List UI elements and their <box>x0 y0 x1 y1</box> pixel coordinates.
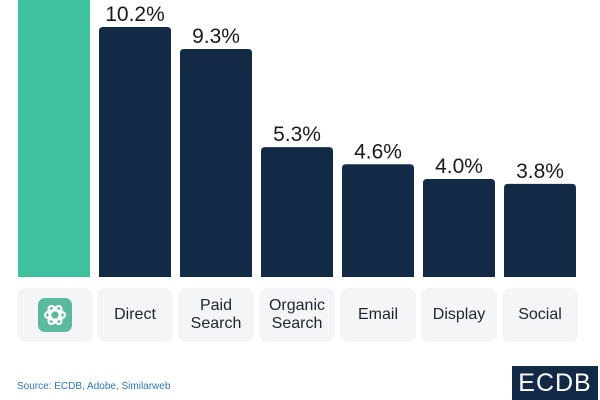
value-label-organic-search: 5.3% <box>273 123 321 146</box>
category-label-paid-search: Paid Search <box>178 288 254 342</box>
value-label-direct: 10.2% <box>105 3 165 26</box>
category-label-direct: Direct <box>97 288 173 342</box>
bar-email <box>342 164 414 277</box>
category-label-email: Email <box>340 288 416 342</box>
category-label-social: Social <box>502 288 578 342</box>
category-chatgpt-logo <box>17 288 93 342</box>
value-label-social: 3.8% <box>516 160 564 183</box>
ecdb-logo: ECDB <box>512 366 598 400</box>
bar-chatgpt <box>18 0 90 277</box>
value-label-paid-search: 9.3% <box>192 25 240 48</box>
bar-social <box>504 183 576 277</box>
value-label-email: 4.6% <box>354 140 402 163</box>
category-label-organic-search: Organic Search <box>259 288 335 342</box>
bar-paid-search <box>180 49 252 277</box>
bar-organic-search <box>261 147 333 277</box>
source-note: Source: ECDB, Adobe, Similarweb <box>17 381 171 392</box>
value-label-display: 4.0% <box>435 155 483 178</box>
bar-direct <box>99 27 171 277</box>
chatgpt-logo-icon <box>38 298 72 332</box>
bar-display <box>423 178 495 277</box>
category-label-display: Display <box>421 288 497 342</box>
